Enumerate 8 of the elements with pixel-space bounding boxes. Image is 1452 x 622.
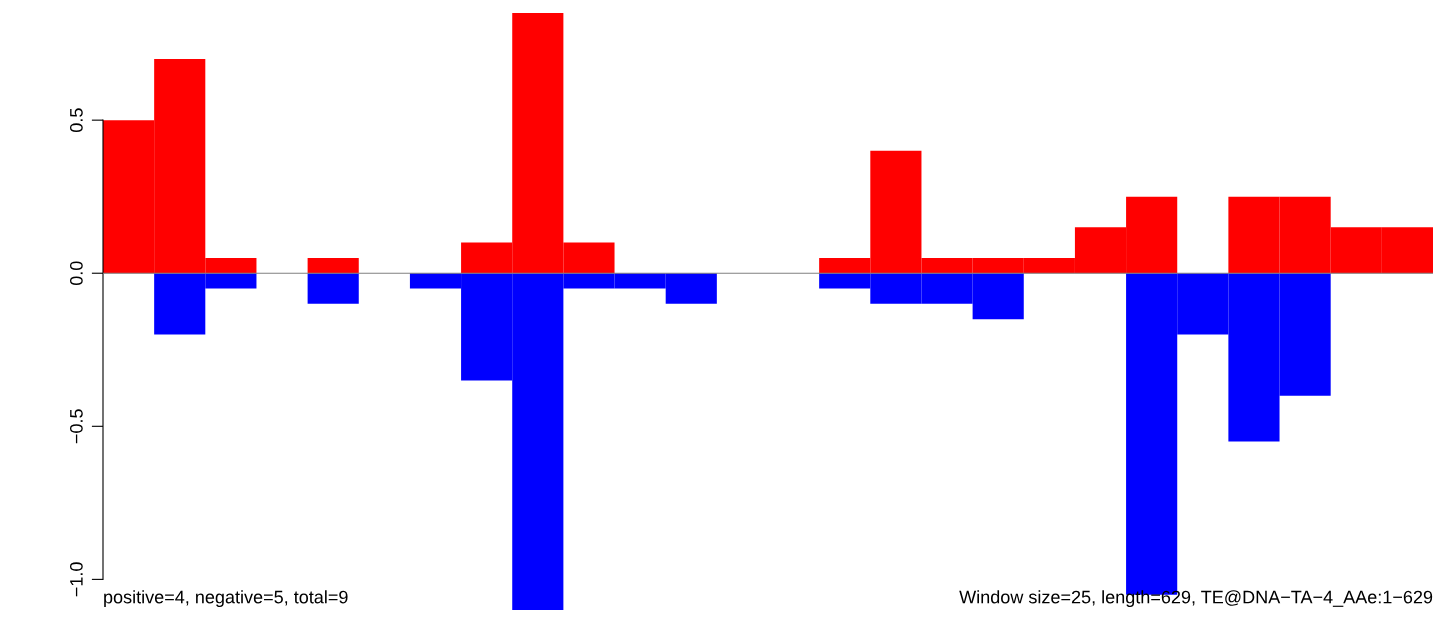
annotation: Window size=25, length=629, TE@DNA−TA−4_AAe:1−629 (959, 590, 1433, 608)
y-tick-label: 0.0 (69, 261, 83, 286)
bar (307, 273, 359, 304)
annotation: positive=4, negative=5, total=9 (104, 590, 348, 608)
bar (307, 257, 359, 274)
y-tick-label: −0.5 (69, 409, 83, 444)
y-tick-label: −1.0 (69, 562, 83, 597)
y-tick-label: 0.5 (69, 108, 83, 132)
